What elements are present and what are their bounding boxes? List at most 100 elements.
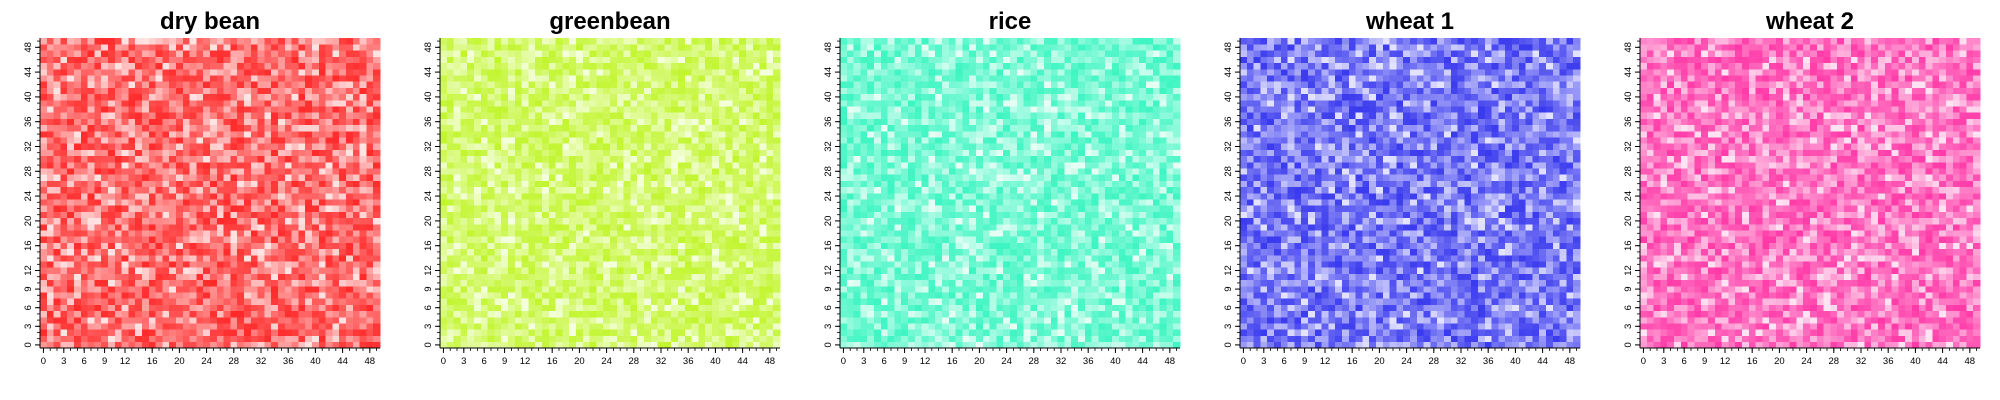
heatmap-cell xyxy=(182,118,190,126)
heatmap-cell xyxy=(135,124,143,132)
heatmap-cell xyxy=(576,124,584,132)
heatmap-cell xyxy=(494,286,502,293)
heatmap-cell xyxy=(684,124,692,132)
heatmap-cell xyxy=(128,292,136,299)
heatmap-cell xyxy=(521,131,529,138)
heatmap-cell xyxy=(210,193,218,200)
heatmap-cell xyxy=(610,112,618,119)
heatmap-cell xyxy=(623,217,631,225)
heatmap-cell xyxy=(114,50,122,57)
heatmap-cell xyxy=(467,335,475,343)
heatmap-cell xyxy=(657,199,665,206)
heatmap-cell xyxy=(162,329,170,336)
heatmap-cell xyxy=(40,81,48,88)
heatmap-cell xyxy=(87,69,95,76)
heatmap-cell xyxy=(74,131,82,138)
heatmap-cell xyxy=(718,286,726,293)
heatmap-cell xyxy=(630,230,638,237)
heatmap-cell xyxy=(610,62,618,70)
heatmap-cell xyxy=(176,106,184,113)
heatmap-cell xyxy=(596,199,604,206)
heatmap-cell xyxy=(725,279,733,287)
heatmap-cell xyxy=(562,205,570,212)
heatmap-cell xyxy=(257,118,265,126)
heatmap-cell xyxy=(487,267,495,274)
heatmap-cell xyxy=(230,205,238,212)
heatmap-cell xyxy=(176,168,184,175)
heatmap-cell xyxy=(278,329,286,336)
heatmap-cell xyxy=(264,211,272,219)
heatmap-cell xyxy=(637,242,645,250)
heatmap-cell xyxy=(746,93,754,101)
heatmap-cell xyxy=(460,131,468,138)
heatmap-cell xyxy=(60,118,68,126)
heatmap-cell xyxy=(773,335,781,343)
heatmap-cell xyxy=(312,211,320,219)
heatmap-cell xyxy=(196,38,204,45)
heatmap-cell xyxy=(616,186,624,194)
heatmap-cell xyxy=(325,217,333,225)
heatmap-cell xyxy=(40,255,48,262)
heatmap-cell xyxy=(684,137,692,144)
heatmap-cell xyxy=(671,217,679,225)
heatmap-cell xyxy=(698,174,706,181)
heatmap-cell xyxy=(148,186,156,194)
heatmap-cell xyxy=(746,186,754,194)
heatmap-cell xyxy=(339,335,347,343)
heatmap-cell xyxy=(155,124,163,132)
heatmap-cell xyxy=(684,100,692,107)
heatmap-cell xyxy=(725,341,733,349)
heatmap-cell xyxy=(142,38,150,45)
heatmap-cell xyxy=(759,106,767,113)
heatmap-cell xyxy=(725,75,733,82)
heatmap-cell xyxy=(528,131,536,138)
heatmap-cell xyxy=(487,81,495,88)
heatmap-cell xyxy=(46,56,54,64)
heatmap-cell xyxy=(535,230,543,237)
heatmap-cell xyxy=(142,317,150,324)
heatmap-cell xyxy=(366,224,374,231)
heatmap-cell xyxy=(759,180,767,188)
heatmap-cell xyxy=(440,174,448,181)
heatmap-cell xyxy=(305,87,313,95)
heatmap-cell xyxy=(223,168,231,175)
heatmap-cell xyxy=(644,93,652,101)
heatmap-cell xyxy=(501,143,509,150)
heatmap-cell xyxy=(210,298,218,305)
heatmap-cell xyxy=(521,174,529,181)
heatmap-cell xyxy=(60,323,68,330)
heatmap-cell xyxy=(244,100,252,107)
heatmap-cell xyxy=(684,75,692,82)
heatmap-cell xyxy=(671,56,679,64)
heatmap-cell xyxy=(176,261,184,268)
heatmap-cell xyxy=(114,62,122,70)
heatmap-cell xyxy=(223,193,231,200)
heatmap-cell xyxy=(766,248,774,256)
heatmap-cell xyxy=(176,267,184,274)
heatmap-cell xyxy=(616,317,624,324)
heatmap-cell xyxy=(189,106,197,113)
heatmap-cell xyxy=(494,118,502,126)
heatmap-cell xyxy=(325,211,333,219)
heatmap-cell xyxy=(182,317,190,324)
heatmap-cell xyxy=(467,323,475,330)
heatmap-cell xyxy=(237,230,245,237)
heatmap-cell xyxy=(739,118,747,126)
heatmap-cell xyxy=(352,93,360,101)
heatmap-cell xyxy=(474,186,482,194)
heatmap-cell xyxy=(346,69,354,76)
heatmap-cell xyxy=(80,273,88,281)
heatmap-cell xyxy=(305,273,313,281)
heatmap-cell xyxy=(684,273,692,281)
heatmap-cell xyxy=(460,298,468,305)
heatmap-cell xyxy=(176,205,184,212)
heatmap-cell xyxy=(725,168,733,175)
heatmap-cell xyxy=(759,279,767,287)
heatmap-cell xyxy=(705,186,713,194)
x-tick-label: 16 xyxy=(147,356,158,367)
heatmap-cell xyxy=(460,279,468,287)
heatmap-cell xyxy=(291,205,299,212)
heatmap-cell xyxy=(759,75,767,82)
heatmap-cell xyxy=(446,100,454,107)
heatmap-cell xyxy=(244,199,252,206)
